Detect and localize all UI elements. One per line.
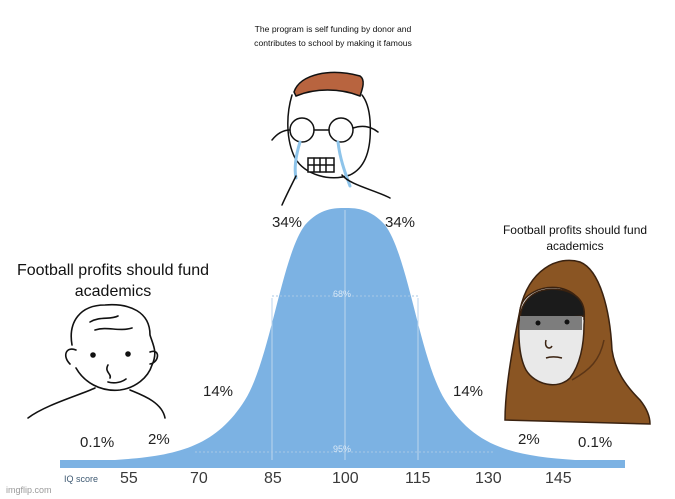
crying-glasses-wojak-icon	[271, 71, 391, 206]
left-caption: Football profits should fund academics	[16, 262, 210, 300]
simple-wojak-icon	[27, 303, 166, 419]
tick-100: 100	[332, 470, 359, 487]
tick-115: 115	[405, 470, 431, 487]
label-68-percent: 68%	[333, 289, 352, 299]
axis-label: IQ score	[64, 474, 99, 484]
top-caption: The program is self funding by donor and…	[254, 24, 412, 48]
percent-left-center: 34%	[272, 214, 303, 231]
percent-right-tail: 2%	[518, 431, 540, 448]
watermark: imgflip.com	[6, 485, 52, 495]
iq-axis-bar	[60, 460, 625, 468]
hooded-monk-icon	[504, 259, 651, 425]
tick-130: 130	[475, 470, 502, 487]
percent-left-far: 0.1%	[80, 434, 115, 451]
right-caption: Football profits should fund academics	[502, 223, 648, 253]
tick-55: 55	[120, 470, 138, 487]
tick-70: 70	[190, 470, 208, 487]
tick-85: 85	[264, 470, 282, 487]
percent-right-mid: 14%	[453, 383, 484, 400]
percent-left-tail: 2%	[148, 431, 170, 448]
percent-right-far: 0.1%	[578, 434, 613, 451]
percent-left-mid: 14%	[203, 383, 234, 400]
percent-right-center: 34%	[385, 214, 416, 231]
tick-145: 145	[545, 470, 572, 487]
label-95-percent: 95%	[333, 444, 352, 454]
